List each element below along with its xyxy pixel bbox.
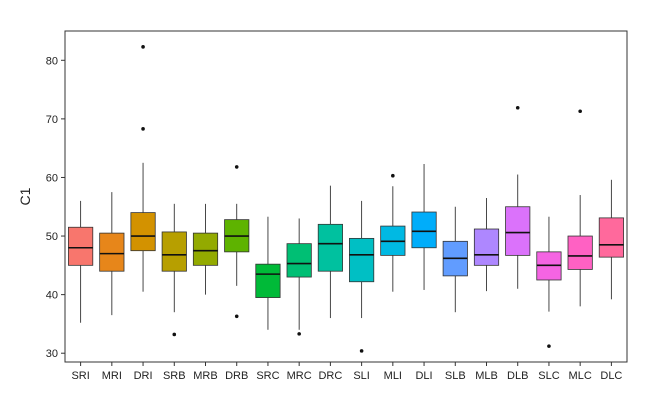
outlier-point — [359, 349, 364, 353]
x-tick-label: DLC — [600, 370, 622, 382]
box-srb — [161, 203, 187, 337]
x-tick-label: MRC — [287, 370, 312, 382]
box-drc — [317, 185, 343, 319]
box-iqr — [317, 223, 343, 272]
box-sri — [68, 200, 94, 323]
x-tick-label: SRC — [256, 370, 279, 382]
x-tick-label: DLB — [507, 370, 528, 382]
x-axis-ticks: SRI MRI DRI SRB MRB DRB SRC MRC DRC SLI MLI DLI SLB M… — [71, 362, 622, 382]
box-iqr — [68, 226, 94, 266]
box-series — [68, 45, 624, 353]
box-dli — [411, 163, 437, 290]
box-iqr — [286, 243, 312, 278]
box-mli — [380, 173, 406, 292]
box-iqr — [505, 206, 531, 256]
box-iqr — [255, 263, 281, 298]
x-tick-label: SRI — [71, 370, 89, 382]
box-iqr — [473, 228, 500, 266]
outlier-point — [141, 127, 145, 131]
box-iqr — [130, 212, 156, 252]
box-sli — [349, 200, 375, 353]
box-src — [255, 216, 281, 330]
y-axis-ticks: 30 40 50 60 70 80 — [46, 55, 65, 360]
box-iqr — [192, 232, 219, 266]
y-tick-label: 50 — [46, 231, 58, 243]
x-tick-label: SRB — [163, 370, 186, 382]
outlier-point — [234, 165, 239, 169]
x-tick-label: DRB — [225, 370, 248, 382]
box-slb — [442, 206, 468, 313]
box-iqr — [567, 235, 593, 270]
x-tick-label: MLC — [569, 370, 592, 382]
box-dlb — [505, 105, 531, 289]
y-tick-label: 70 — [46, 114, 58, 126]
box-iqr — [598, 217, 624, 258]
outlier-point — [297, 332, 301, 336]
box-dlc — [598, 179, 624, 300]
box-mri — [99, 192, 125, 316]
y-tick-label: 80 — [46, 55, 58, 67]
outlier-point — [578, 109, 582, 114]
y-tick-label: 40 — [46, 290, 58, 302]
box-iqr — [349, 237, 375, 283]
x-tick-label: MLI — [384, 370, 402, 382]
outlier-point — [391, 173, 395, 178]
box-iqr — [161, 231, 187, 272]
y-tick-label: 60 — [46, 172, 58, 184]
x-tick-label: MLB — [475, 370, 498, 382]
box-dri — [130, 45, 156, 292]
box-iqr — [411, 211, 437, 249]
y-tick-label: 30 — [46, 348, 58, 360]
x-tick-label: MRB — [193, 370, 217, 382]
x-tick-label: DLI — [415, 370, 432, 382]
outlier-point — [141, 45, 145, 49]
box-slc — [536, 216, 562, 348]
x-tick-label: SLI — [353, 370, 370, 382]
x-tick-label: SLB — [445, 370, 466, 382]
x-tick-label: SLC — [538, 370, 559, 382]
box-iqr — [99, 232, 125, 272]
outlier-point — [234, 314, 239, 319]
outlier-point — [515, 105, 520, 110]
box-mlb — [473, 197, 500, 292]
box-mrb — [192, 203, 219, 295]
box-drb — [224, 165, 250, 319]
plot-panel — [64, 30, 628, 363]
x-tick-label: DRI — [134, 370, 153, 382]
y-axis-title: C1 — [17, 187, 33, 205]
box-mrc — [286, 218, 312, 336]
outlier-point — [547, 344, 551, 348]
outlier-point — [172, 332, 177, 337]
x-tick-label: DRC — [318, 370, 342, 382]
box-mlc — [567, 109, 593, 307]
x-tick-label: MRI — [102, 370, 122, 382]
